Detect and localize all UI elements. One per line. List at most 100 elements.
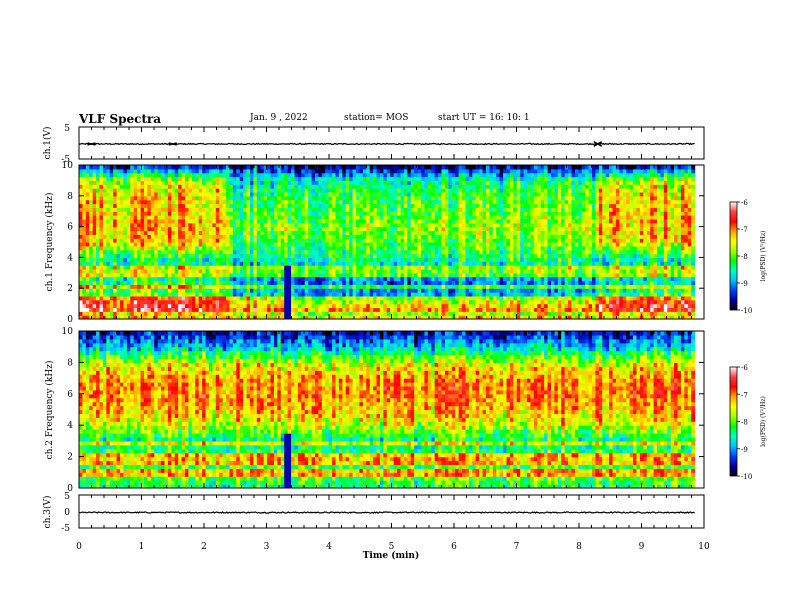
spectrogram-cell bbox=[226, 249, 231, 255]
spectrogram-cell bbox=[332, 288, 337, 293]
spectrogram-cell bbox=[448, 311, 453, 316]
spectrogram-cell bbox=[202, 242, 207, 247]
spectrogram-cell bbox=[202, 230, 207, 235]
spectrogram-cell bbox=[342, 199, 347, 205]
spectrogram-cell bbox=[390, 268, 395, 274]
spectrogram-cell bbox=[311, 176, 316, 181]
spectrogram-cell bbox=[167, 265, 172, 270]
spectrogram-cell bbox=[215, 176, 220, 181]
spectrogram-cell bbox=[376, 188, 381, 193]
spectrogram-cell bbox=[297, 226, 302, 232]
spectrogram-cell bbox=[212, 222, 217, 228]
spectrogram-cell bbox=[123, 172, 128, 178]
spectrogram-cell bbox=[472, 257, 477, 262]
spectrogram-cell bbox=[434, 191, 439, 197]
spectrogram-cell bbox=[362, 311, 367, 316]
spectrogram-cell bbox=[424, 176, 429, 181]
spectrogram-cell bbox=[143, 215, 148, 220]
spectrogram-cell bbox=[250, 284, 255, 289]
spectrogram-cell bbox=[359, 299, 364, 305]
spectrogram-cell bbox=[229, 203, 234, 208]
spectrogram-cell bbox=[414, 172, 419, 178]
spectrogram-cell bbox=[219, 280, 224, 285]
spectrogram-cell bbox=[318, 253, 323, 258]
spectrogram-cell bbox=[397, 191, 402, 197]
spectrogram-cell bbox=[267, 234, 272, 239]
spectrogram-cell bbox=[304, 165, 309, 170]
spectrogram-cell bbox=[130, 307, 135, 312]
spectrogram-cell bbox=[489, 230, 494, 235]
spectrogram-cell bbox=[267, 265, 272, 270]
spectrogram-cell bbox=[267, 168, 272, 174]
spectrogram-cell bbox=[126, 303, 131, 309]
spectrogram-cell bbox=[89, 180, 94, 185]
spectrogram-cell bbox=[113, 176, 118, 181]
spectrogram-cell bbox=[174, 276, 179, 282]
spectrogram-cell bbox=[174, 303, 179, 309]
spectrogram-cell bbox=[178, 226, 183, 232]
spectrogram-cell bbox=[462, 203, 467, 208]
spectrogram-cell bbox=[171, 253, 176, 258]
spectrogram-cell bbox=[243, 265, 248, 270]
spectrogram-cell bbox=[106, 280, 111, 285]
spectrogram-cell bbox=[109, 215, 114, 220]
spectrogram-cell bbox=[294, 257, 299, 262]
spectrogram-cell bbox=[479, 268, 484, 274]
spectrogram-cell bbox=[96, 218, 101, 224]
spectrogram-cell bbox=[133, 288, 138, 293]
spectrogram-cell bbox=[205, 249, 210, 255]
spectrogram-cell bbox=[318, 261, 323, 266]
spectrogram-cell bbox=[403, 242, 408, 247]
spectrogram-cell bbox=[263, 203, 268, 208]
spectrogram-cell bbox=[96, 195, 101, 201]
spectrogram-cell bbox=[301, 303, 306, 309]
spectrogram-cell bbox=[373, 211, 378, 216]
spectrogram-cell bbox=[397, 284, 402, 289]
spectrogram-cell bbox=[277, 172, 282, 178]
spectrogram-cell bbox=[126, 272, 131, 278]
spectrogram-cell bbox=[126, 172, 131, 178]
spectrogram-cell bbox=[321, 234, 326, 239]
spectrogram-cell bbox=[321, 176, 326, 181]
spectrogram-cell bbox=[417, 211, 422, 216]
spectrogram-cell bbox=[472, 230, 477, 235]
ch1-waveform-trace bbox=[78, 142, 695, 146]
spectrogram-cell bbox=[109, 191, 114, 197]
spectrogram-cell bbox=[441, 265, 446, 270]
spectrogram-cell bbox=[157, 311, 162, 316]
spectrogram-cell bbox=[465, 299, 470, 305]
spectrogram-cell bbox=[126, 238, 131, 243]
spectrogram-cell bbox=[137, 172, 142, 178]
spectrogram-cell bbox=[147, 299, 152, 305]
spectrogram-cell bbox=[85, 180, 90, 185]
spectrogram-cell bbox=[92, 226, 97, 232]
spectrogram-cell bbox=[369, 191, 374, 197]
spectrogram-cell bbox=[462, 249, 467, 255]
spectrogram-cell bbox=[208, 288, 213, 293]
spectrogram-cell bbox=[308, 303, 313, 309]
spectrogram-cell bbox=[291, 276, 296, 282]
spectrogram-cell bbox=[219, 222, 224, 228]
spectrogram-cell bbox=[328, 207, 333, 212]
spectrogram-cell bbox=[267, 257, 272, 262]
spectrogram-cell bbox=[448, 295, 453, 301]
spectrogram-cell bbox=[328, 272, 333, 278]
spectrogram-cell bbox=[314, 176, 320, 181]
spectrogram-cell bbox=[325, 288, 330, 293]
spectrogram-cell bbox=[441, 284, 446, 289]
spectrogram-cell bbox=[472, 207, 477, 212]
spectrogram-cell bbox=[229, 180, 234, 185]
spectrogram-cell bbox=[185, 188, 190, 193]
spectrogram-cell bbox=[451, 207, 456, 212]
spectrogram-cell bbox=[154, 191, 159, 197]
spectrogram-cell bbox=[390, 272, 395, 278]
spectrogram-cell bbox=[82, 303, 87, 309]
spectrogram-cell bbox=[178, 230, 183, 235]
spectrogram-cell bbox=[205, 299, 210, 305]
spectrogram-cell bbox=[308, 215, 313, 220]
spectrogram-cell bbox=[239, 203, 244, 208]
spectrogram-cell bbox=[311, 253, 316, 258]
spectrogram-cell bbox=[403, 199, 408, 205]
spectrogram-cell bbox=[338, 245, 343, 251]
spectrogram-cell bbox=[256, 292, 261, 297]
